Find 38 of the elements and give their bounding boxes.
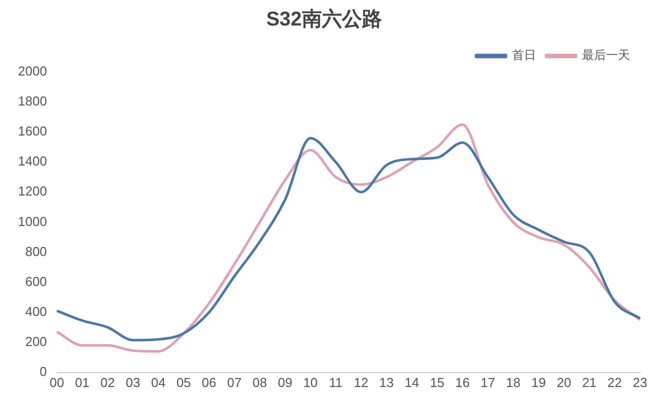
x-tick-label: 10: [303, 374, 318, 390]
x-tick-label: 13: [379, 374, 394, 390]
x-tick-label: 22: [607, 374, 622, 390]
x-tick-label: 20: [556, 374, 572, 390]
x-tick-label: 19: [531, 374, 546, 390]
x-tick-label: 04: [151, 374, 166, 390]
legend-label: 首日: [512, 48, 536, 62]
x-tick-label: 09: [278, 374, 292, 390]
y-tick-label: 1600: [18, 124, 47, 139]
x-tick-label: 11: [329, 374, 343, 390]
x-tick-label: 12: [354, 374, 368, 390]
y-tick-label: 800: [25, 244, 47, 259]
x-tick-label: 15: [430, 374, 444, 390]
y-tick-label: 400: [25, 304, 47, 319]
y-tick-label: 1800: [18, 94, 47, 109]
y-tick-label: 200: [25, 334, 47, 349]
x-tick-label: 06: [202, 374, 216, 390]
x-tick-label: 16: [455, 374, 470, 390]
legend-label: 最后一天: [582, 48, 630, 62]
y-tick-label: 1000: [18, 214, 47, 229]
x-tick-label: 05: [176, 374, 191, 390]
x-tick-label: 03: [126, 374, 140, 390]
x-tick-label: 08: [252, 374, 267, 390]
x-tick-label: 23: [632, 374, 648, 390]
x-tick-label: 02: [100, 374, 115, 390]
x-tick-label: 18: [506, 374, 520, 390]
x-tick-label: 14: [404, 374, 420, 390]
y-tick-label: 600: [25, 274, 47, 289]
x-tick-label: 17: [480, 374, 496, 390]
chart-title: S32南六公路: [266, 8, 382, 31]
y-tick-label: 1400: [18, 154, 47, 169]
x-tick-label: 07: [227, 374, 242, 390]
y-tick-label: 0: [40, 364, 47, 379]
y-tick-label: 2000: [18, 64, 47, 79]
x-tick-label: 01: [75, 374, 90, 390]
x-tick-label: 21: [582, 374, 597, 390]
x-tick-label: 00: [50, 374, 64, 390]
y-tick-label: 1200: [18, 184, 47, 199]
